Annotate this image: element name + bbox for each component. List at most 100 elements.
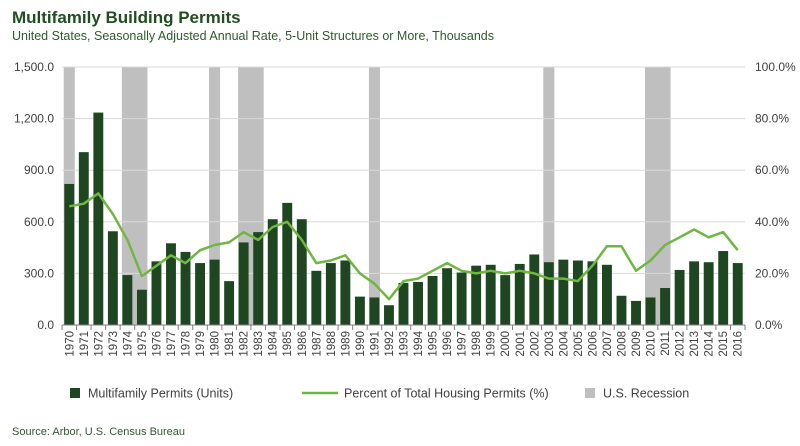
x-tick-label: 1995 [428, 331, 440, 357]
line-series [69, 192, 739, 301]
x-tick-label: 1977 [166, 331, 178, 357]
bar [427, 275, 438, 325]
bar-series [64, 112, 743, 325]
bar [442, 268, 453, 325]
y-left-tick-label: 0.0 [37, 318, 54, 332]
y-left-tick-label: 900.0 [24, 163, 54, 177]
bar [325, 263, 336, 325]
x-tick-label: 1989 [340, 331, 352, 357]
x-tick-label: 1976 [151, 331, 163, 357]
x-tick-label: 1978 [181, 331, 193, 357]
x-tick-label: 1998 [471, 331, 483, 357]
y-right-tick-label: 100.0% [755, 60, 796, 74]
bar [543, 262, 554, 325]
y-right-tick-label: 0.0% [755, 318, 783, 332]
source-note: Source: Arbor, U.S. Census Bureau [12, 426, 186, 438]
y-right-tick-label: 80.0% [755, 112, 789, 126]
bar [195, 263, 205, 325]
bar [500, 275, 511, 325]
x-tick-label: 1971 [79, 331, 91, 357]
legend-label-line: Percent of Total Housing Permits (%) [344, 387, 549, 401]
x-tick-label: 1990 [355, 331, 367, 357]
recession-band [368, 67, 380, 325]
x-tick-label: 2000 [500, 331, 512, 357]
bar [311, 270, 322, 325]
bar [238, 242, 249, 325]
y-left-tick-label: 1,200.0 [14, 112, 54, 126]
bar [689, 261, 700, 325]
x-tick-label: 2011 [660, 331, 672, 356]
bar [456, 272, 467, 325]
x-tick-label: 2001 [515, 331, 527, 357]
bar [558, 259, 569, 325]
bar [674, 269, 685, 325]
recession-band [645, 67, 671, 325]
x-tick-label: 2014 [704, 330, 716, 356]
x-tick-label: 1991 [369, 331, 381, 357]
bar [369, 297, 380, 325]
bar [64, 183, 75, 325]
x-tick-label: 2005 [573, 331, 585, 357]
bar [616, 295, 627, 325]
x-tick-label: 1972 [93, 331, 105, 357]
bar [631, 300, 641, 325]
x-tick-label: 1997 [457, 331, 469, 357]
axes: 0.0 0.0% 300.0 20.0% 600.0 40.0% 900.0 60.0% 1,2… [14, 60, 796, 357]
bar [572, 260, 583, 325]
bar [471, 265, 482, 325]
percent-line [69, 192, 739, 301]
bar [180, 251, 191, 325]
gridlines [62, 66, 745, 274]
bar [224, 281, 235, 325]
bar [136, 289, 147, 325]
x-tick-label: 1970 [64, 331, 76, 357]
y-left-tick-label: 1,500.0 [14, 60, 54, 74]
x-tick-label: 1992 [384, 331, 396, 357]
legend-swatch-recession [585, 388, 595, 398]
bar [660, 288, 671, 325]
recession-band [543, 67, 555, 325]
bar [354, 296, 365, 325]
x-tick-label: 1974 [122, 330, 134, 356]
y-right-tick-label: 40.0% [755, 215, 789, 229]
x-tick-label: 1999 [486, 331, 498, 357]
x-tick-label: 1993 [399, 331, 411, 357]
x-tick-label: 1979 [195, 331, 207, 357]
x-tick-label: 1994 [413, 330, 425, 356]
y-left-tick-label: 600.0 [24, 215, 54, 229]
chart-subtitle: United States, Seasonally Adjusted Annua… [12, 29, 494, 43]
y-right-tick-label: 20.0% [755, 266, 789, 280]
chart-title: Multifamily Building Permits [12, 8, 241, 27]
bar [78, 152, 89, 325]
bar [107, 231, 118, 325]
x-tick-label: 1981 [224, 331, 236, 357]
bar [296, 219, 307, 325]
legend-label-bars: Multifamily Permits (Units) [88, 387, 233, 401]
x-tick-label: 1982 [239, 331, 251, 357]
bar [209, 259, 220, 325]
x-tick-label: 2009 [631, 331, 643, 357]
bar [93, 112, 104, 325]
x-tick-label: 2012 [675, 331, 687, 357]
legend: Multifamily Permits (Units) Percent of To… [70, 387, 689, 401]
bar [602, 264, 612, 325]
legend-label-recession: U.S. Recession [603, 387, 689, 401]
x-tick-label: 1973 [108, 331, 120, 357]
x-tick-label: 1986 [297, 331, 309, 357]
x-tick-label: 2016 [733, 331, 745, 357]
bar [485, 264, 496, 325]
x-tick-label: 1985 [282, 331, 294, 357]
legend-swatch-bars [70, 388, 80, 398]
y-left-tick-label: 300.0 [24, 266, 54, 280]
x-tick-label: 2010 [646, 331, 658, 357]
x-tick-label: 2007 [602, 331, 614, 357]
x-tick-label: 1996 [442, 331, 454, 357]
bar [340, 260, 351, 325]
bar [529, 254, 540, 325]
x-tick-label: 2004 [558, 330, 570, 356]
x-tick-label: 1988 [326, 331, 338, 357]
x-tick-label: 2013 [689, 331, 701, 357]
bar [587, 261, 598, 325]
recession-band [209, 67, 221, 325]
x-tick-label: 1983 [253, 331, 265, 357]
